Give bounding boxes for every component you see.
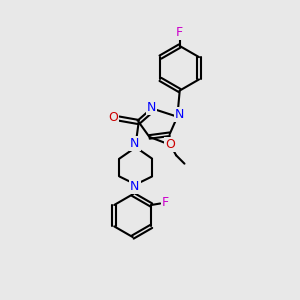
Text: O: O [165,138,175,151]
Text: N: N [147,101,157,114]
Text: N: N [175,108,184,122]
Text: F: F [176,26,183,39]
Text: F: F [162,196,169,209]
Text: N: N [130,180,140,194]
Text: O: O [109,111,118,124]
Text: N: N [130,137,140,150]
